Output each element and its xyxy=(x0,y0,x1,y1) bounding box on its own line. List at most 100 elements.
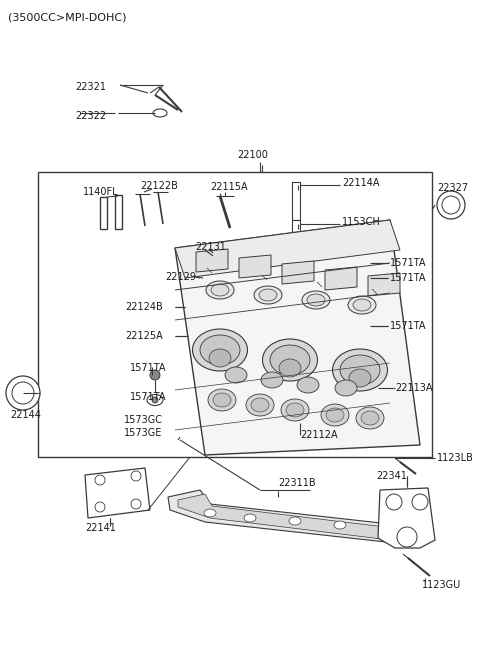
Ellipse shape xyxy=(209,349,231,367)
Circle shape xyxy=(362,258,372,268)
Polygon shape xyxy=(200,270,228,286)
Text: 1573GE: 1573GE xyxy=(124,428,162,438)
Ellipse shape xyxy=(225,367,247,383)
Text: 1571TA: 1571TA xyxy=(390,321,427,331)
Text: 1123LB: 1123LB xyxy=(437,453,474,463)
Polygon shape xyxy=(282,261,314,284)
Ellipse shape xyxy=(192,329,248,371)
Ellipse shape xyxy=(281,399,309,421)
Text: 1140FL: 1140FL xyxy=(83,187,119,197)
Ellipse shape xyxy=(206,281,234,299)
Ellipse shape xyxy=(251,398,269,412)
Text: 22100: 22100 xyxy=(237,150,268,160)
Ellipse shape xyxy=(261,372,283,388)
Polygon shape xyxy=(168,490,410,543)
Bar xyxy=(292,220,300,248)
Polygon shape xyxy=(85,468,150,518)
Ellipse shape xyxy=(298,413,322,428)
Text: 22341: 22341 xyxy=(376,471,407,481)
Text: (3500CC>MPI-DOHC): (3500CC>MPI-DOHC) xyxy=(8,13,127,23)
Circle shape xyxy=(442,196,460,214)
Ellipse shape xyxy=(334,521,346,529)
Polygon shape xyxy=(378,488,435,548)
Ellipse shape xyxy=(302,291,330,309)
Text: 22129: 22129 xyxy=(165,272,196,282)
Ellipse shape xyxy=(348,377,378,399)
Text: 1571TA: 1571TA xyxy=(390,258,427,268)
Ellipse shape xyxy=(259,289,277,301)
Ellipse shape xyxy=(356,407,384,429)
Ellipse shape xyxy=(321,404,349,426)
Ellipse shape xyxy=(147,394,163,405)
Ellipse shape xyxy=(200,335,240,365)
Ellipse shape xyxy=(353,299,371,311)
Circle shape xyxy=(437,191,465,219)
Circle shape xyxy=(12,382,34,404)
Circle shape xyxy=(191,303,199,311)
Circle shape xyxy=(150,370,160,380)
Circle shape xyxy=(362,273,372,283)
Circle shape xyxy=(210,253,220,263)
Bar xyxy=(100,197,107,229)
Ellipse shape xyxy=(188,331,198,341)
Ellipse shape xyxy=(254,286,282,304)
Text: 22322: 22322 xyxy=(75,111,106,121)
Text: 22112A: 22112A xyxy=(300,430,337,440)
Circle shape xyxy=(362,321,372,331)
Ellipse shape xyxy=(379,525,391,533)
Ellipse shape xyxy=(204,509,216,517)
Text: 22311B: 22311B xyxy=(278,478,316,488)
Text: 22113A: 22113A xyxy=(395,383,432,393)
Polygon shape xyxy=(325,267,357,290)
Text: 22141: 22141 xyxy=(85,523,116,533)
Text: 1153CH: 1153CH xyxy=(342,217,381,227)
Ellipse shape xyxy=(263,339,317,381)
Ellipse shape xyxy=(326,408,344,422)
Ellipse shape xyxy=(349,369,371,387)
Polygon shape xyxy=(368,273,400,296)
Circle shape xyxy=(397,527,417,547)
Bar xyxy=(115,195,122,229)
Ellipse shape xyxy=(348,296,376,314)
Ellipse shape xyxy=(213,393,231,407)
Ellipse shape xyxy=(211,284,229,296)
Polygon shape xyxy=(175,220,420,455)
Polygon shape xyxy=(178,494,400,540)
Text: 22125A: 22125A xyxy=(125,331,163,341)
Ellipse shape xyxy=(246,394,274,416)
Text: 22124B: 22124B xyxy=(125,302,163,312)
Text: 1123GU: 1123GU xyxy=(422,580,461,590)
Polygon shape xyxy=(239,255,271,278)
Circle shape xyxy=(412,494,428,510)
Ellipse shape xyxy=(286,403,304,417)
Ellipse shape xyxy=(185,302,205,312)
Ellipse shape xyxy=(333,349,387,391)
Ellipse shape xyxy=(354,381,372,394)
Ellipse shape xyxy=(340,355,380,385)
Ellipse shape xyxy=(279,359,301,377)
Circle shape xyxy=(386,494,402,510)
Text: 1573GC: 1573GC xyxy=(124,415,163,425)
Circle shape xyxy=(95,502,105,512)
Text: 22131: 22131 xyxy=(195,242,226,252)
Ellipse shape xyxy=(244,514,256,522)
Text: 22114A: 22114A xyxy=(342,178,380,188)
Text: 1571TA: 1571TA xyxy=(130,363,167,373)
Bar xyxy=(38,172,432,457)
Text: 22122B: 22122B xyxy=(140,181,178,191)
Circle shape xyxy=(131,471,141,481)
Ellipse shape xyxy=(289,517,301,525)
Text: 22327: 22327 xyxy=(437,183,468,193)
Ellipse shape xyxy=(270,345,310,375)
Ellipse shape xyxy=(208,389,236,411)
Text: 1571TA: 1571TA xyxy=(130,392,167,402)
Ellipse shape xyxy=(188,331,212,341)
Polygon shape xyxy=(196,249,228,272)
Ellipse shape xyxy=(361,411,379,425)
Text: 22321: 22321 xyxy=(75,82,106,92)
Circle shape xyxy=(131,499,141,509)
Polygon shape xyxy=(175,220,400,278)
Circle shape xyxy=(6,376,40,410)
Text: 22144: 22144 xyxy=(10,410,41,420)
Ellipse shape xyxy=(335,380,357,396)
